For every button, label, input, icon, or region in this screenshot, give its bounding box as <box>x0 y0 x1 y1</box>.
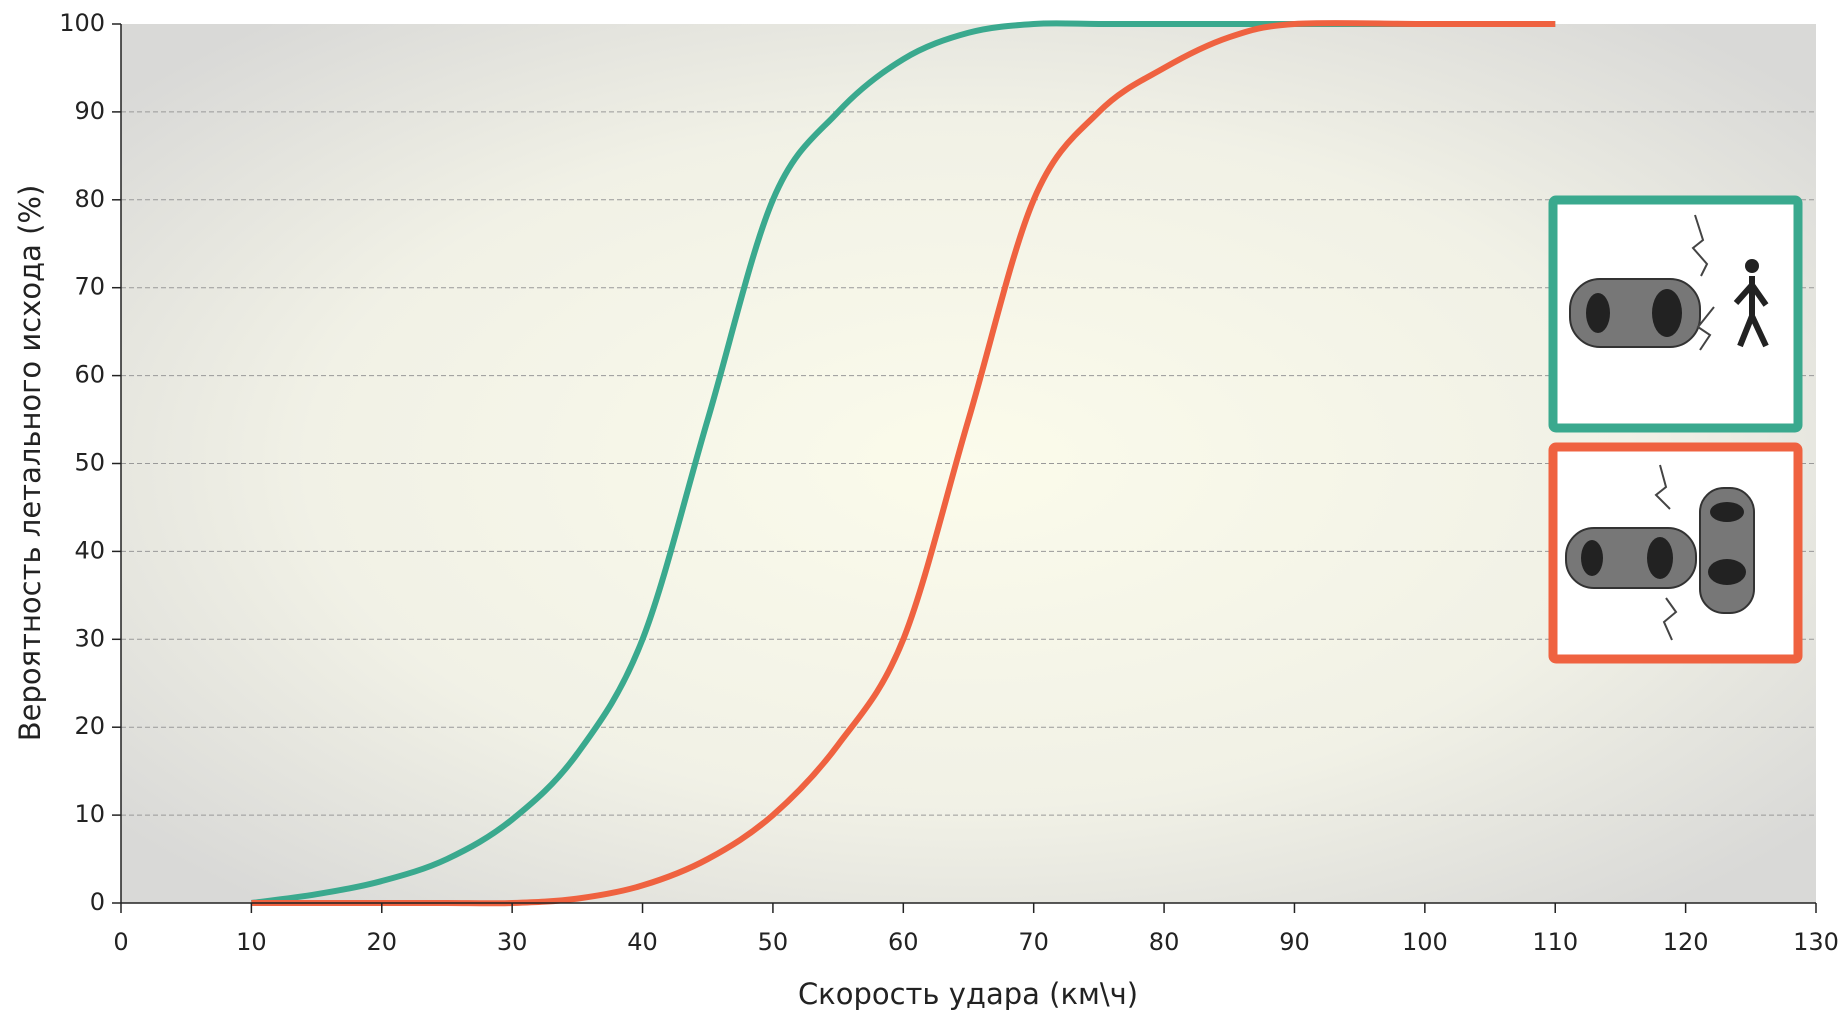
x-tick-label: 20 <box>366 928 397 956</box>
y-axis-title: Вероятность летального исхода (%) <box>13 185 47 742</box>
pedestrian-icon <box>1548 195 1803 433</box>
x-tick-label: 60 <box>888 928 919 956</box>
y-tick-label: 50 <box>74 449 105 477</box>
side-impact-icon <box>1548 442 1803 664</box>
x-tick-label: 120 <box>1663 928 1709 956</box>
y-tick-label: 80 <box>74 185 105 213</box>
y-tick-label: 0 <box>90 888 105 916</box>
x-tick-label: 130 <box>1793 928 1839 956</box>
series-line <box>250 20 1556 906</box>
x-tick-label: 110 <box>1532 928 1578 956</box>
x-tick-label: 70 <box>1018 928 1049 956</box>
grid <box>121 111 1816 816</box>
y-tick-label: 40 <box>74 536 105 564</box>
y-tick-label: 20 <box>74 712 105 740</box>
x-tick-label: 50 <box>758 928 789 956</box>
y-tick-label: 100 <box>59 9 105 37</box>
y-tick-label: 30 <box>74 624 105 652</box>
y-tick-label: 90 <box>74 97 105 125</box>
y-tick-label: 60 <box>74 361 105 389</box>
y-tick-label: 10 <box>74 800 105 828</box>
y-tick-label: 70 <box>74 273 105 301</box>
x-tick-label: 0 <box>113 928 128 956</box>
x-tick-label: 80 <box>1149 928 1180 956</box>
x-tick-label: 30 <box>497 928 528 956</box>
x-tick-label: 100 <box>1402 928 1448 956</box>
x-tick-label: 90 <box>1279 928 1310 956</box>
x-tick-label: 10 <box>236 928 267 956</box>
x-tick-label: 40 <box>627 928 658 956</box>
x-axis-title: Скорость удара (км\ч) <box>798 977 1138 1011</box>
